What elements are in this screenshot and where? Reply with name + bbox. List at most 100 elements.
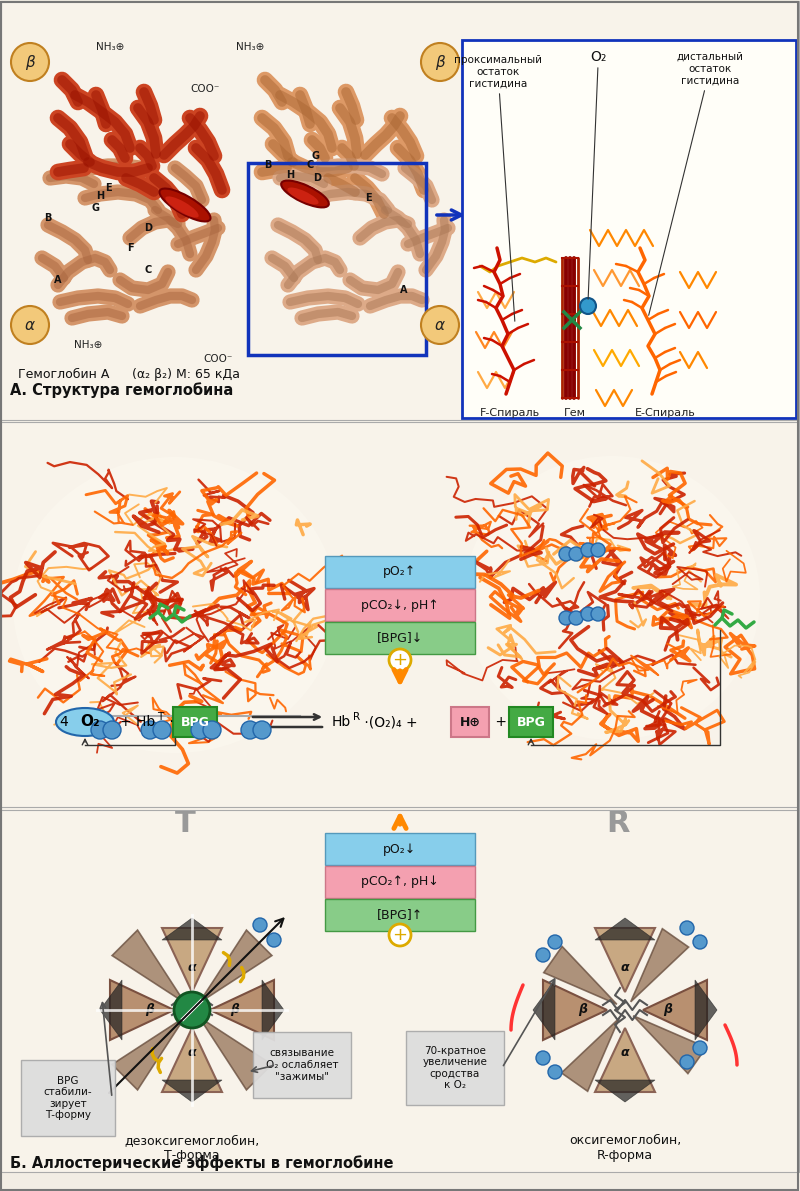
- Circle shape: [680, 921, 694, 935]
- Text: A: A: [54, 275, 62, 285]
- Text: Гем: Гем: [564, 409, 586, 418]
- FancyBboxPatch shape: [325, 833, 475, 865]
- Circle shape: [267, 933, 281, 947]
- Text: A: A: [400, 285, 408, 295]
- FancyBboxPatch shape: [462, 40, 796, 418]
- Circle shape: [680, 1055, 694, 1070]
- Text: Hb: Hb: [332, 715, 351, 729]
- Circle shape: [421, 43, 459, 81]
- Polygon shape: [595, 1080, 655, 1102]
- Text: +: +: [491, 715, 511, 729]
- Text: дезоксигемоглобин,
Т-форма: дезоксигемоглобин, Т-форма: [124, 1134, 260, 1162]
- Text: +: +: [393, 925, 407, 944]
- Circle shape: [569, 547, 583, 561]
- FancyBboxPatch shape: [325, 556, 475, 588]
- Circle shape: [569, 611, 583, 625]
- FancyBboxPatch shape: [173, 707, 217, 737]
- Text: проксимальный
остаток
гистидина: проксимальный остаток гистидина: [454, 55, 542, 322]
- FancyBboxPatch shape: [1, 807, 799, 1172]
- Circle shape: [91, 721, 109, 738]
- Text: G: G: [311, 151, 319, 161]
- Polygon shape: [112, 1017, 185, 1090]
- Polygon shape: [630, 929, 689, 1002]
- Text: Е-Спираль: Е-Спираль: [634, 409, 695, 418]
- Polygon shape: [100, 980, 122, 1040]
- Text: α: α: [188, 1046, 196, 1059]
- Circle shape: [174, 992, 210, 1028]
- Circle shape: [11, 43, 49, 81]
- Polygon shape: [262, 980, 284, 1040]
- Circle shape: [548, 935, 562, 949]
- FancyBboxPatch shape: [325, 622, 475, 654]
- Text: R: R: [606, 809, 630, 837]
- Circle shape: [591, 543, 605, 557]
- Text: T: T: [157, 712, 163, 722]
- Circle shape: [559, 547, 573, 561]
- Text: оксигемоглобин,
R-форма: оксигемоглобин, R-форма: [569, 1134, 681, 1162]
- Circle shape: [591, 607, 605, 621]
- Text: β: β: [435, 55, 445, 69]
- Ellipse shape: [56, 707, 114, 736]
- Circle shape: [421, 306, 459, 344]
- Text: B: B: [264, 160, 272, 170]
- Text: E: E: [365, 193, 371, 202]
- FancyBboxPatch shape: [253, 1031, 351, 1098]
- Text: ·: ·: [165, 715, 174, 729]
- FancyBboxPatch shape: [451, 707, 489, 737]
- Text: NH₃⊕: NH₃⊕: [74, 339, 102, 350]
- Circle shape: [536, 948, 550, 962]
- Text: E: E: [105, 183, 111, 193]
- Ellipse shape: [464, 456, 760, 740]
- Ellipse shape: [287, 187, 318, 205]
- FancyBboxPatch shape: [325, 899, 475, 931]
- Polygon shape: [633, 1016, 706, 1073]
- Text: 70-кратное
увеличение
сродства
к O₂: 70-кратное увеличение сродства к O₂: [422, 1046, 487, 1091]
- Polygon shape: [162, 918, 222, 940]
- Text: β: β: [578, 1004, 587, 1016]
- FancyBboxPatch shape: [509, 707, 553, 737]
- Polygon shape: [595, 928, 655, 992]
- Text: α: α: [621, 961, 630, 974]
- Text: H⊕: H⊕: [459, 716, 481, 729]
- FancyBboxPatch shape: [1, 1, 799, 422]
- Circle shape: [11, 306, 49, 344]
- Text: связывание
O₂ ослабляет
"зажимы": связывание O₂ ослабляет "зажимы": [266, 1048, 338, 1081]
- Text: T: T: [174, 809, 195, 837]
- Circle shape: [141, 721, 159, 738]
- Text: COO⁻: COO⁻: [190, 85, 220, 94]
- Circle shape: [559, 611, 573, 625]
- Text: BPG: BPG: [181, 716, 210, 729]
- Text: α: α: [188, 961, 196, 974]
- Circle shape: [191, 721, 209, 738]
- FancyBboxPatch shape: [21, 1060, 115, 1136]
- Polygon shape: [112, 930, 185, 1003]
- Circle shape: [253, 918, 267, 933]
- Ellipse shape: [166, 197, 198, 218]
- Text: H: H: [96, 191, 104, 201]
- Polygon shape: [162, 1080, 222, 1102]
- Text: +: +: [393, 651, 407, 669]
- Text: [BPG]↓: [BPG]↓: [377, 631, 423, 644]
- Text: + Hb: + Hb: [120, 715, 155, 729]
- Polygon shape: [544, 947, 617, 1004]
- Circle shape: [241, 721, 259, 738]
- Circle shape: [203, 721, 221, 738]
- Text: α: α: [435, 318, 445, 332]
- Text: C: C: [144, 266, 152, 275]
- Text: BPG: BPG: [517, 716, 546, 729]
- Text: α: α: [25, 318, 35, 332]
- Circle shape: [389, 924, 411, 946]
- Text: β: β: [145, 1004, 154, 1016]
- Text: А. Структура гемоглобина: А. Структура гемоглобина: [10, 382, 234, 398]
- Circle shape: [581, 543, 595, 557]
- Polygon shape: [595, 1028, 655, 1092]
- Ellipse shape: [13, 457, 337, 753]
- Text: O₂: O₂: [80, 715, 100, 730]
- Circle shape: [548, 1065, 562, 1079]
- Circle shape: [253, 721, 271, 738]
- Polygon shape: [162, 1028, 222, 1092]
- Text: Б. Аллостерические эффекты в гемоглобине: Б. Аллостерические эффекты в гемоглобине: [10, 1155, 394, 1171]
- Polygon shape: [595, 918, 655, 940]
- Text: R: R: [353, 712, 360, 722]
- Circle shape: [103, 721, 121, 738]
